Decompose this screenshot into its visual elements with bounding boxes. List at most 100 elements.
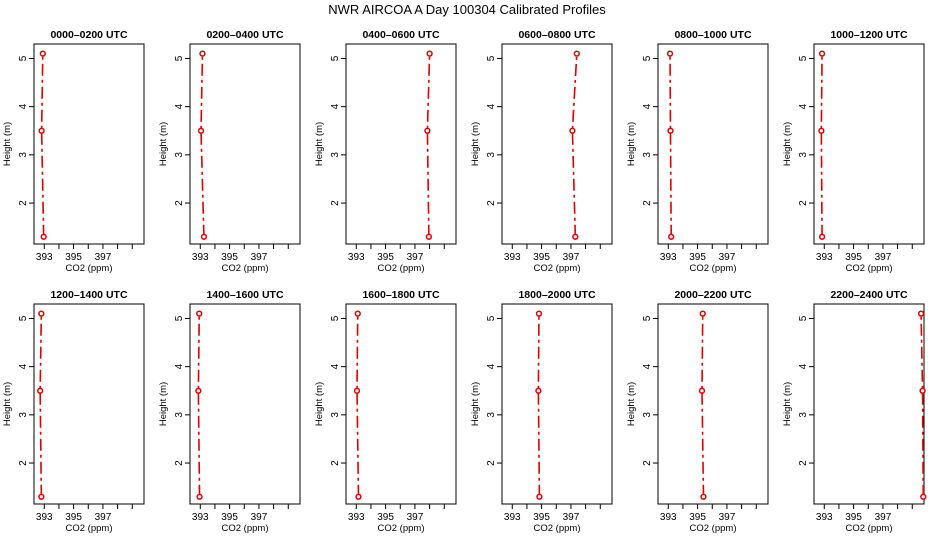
y-tick-label: 4: [18, 103, 29, 109]
y-axis-label: Height (m): [470, 382, 481, 426]
y-axis-label: Height (m): [158, 382, 169, 426]
x-axis-label: CO2 (ppm): [66, 263, 113, 274]
y-tick-label: 5: [798, 315, 809, 321]
y-axis-label: Height (m): [782, 122, 793, 166]
profile-point: [199, 50, 206, 57]
profile-panel-12: 2200–2400 UTC 393 395 397 2 3 4 5 CO2 (ppm) Heigh…: [782, 289, 927, 534]
y-axis-label: Height (m): [2, 382, 13, 426]
x-tick-label: 393: [348, 252, 365, 263]
x-tick-label: 393: [504, 512, 521, 523]
x-axis-label: CO2 (ppm): [222, 263, 269, 274]
panel-frame: [501, 303, 613, 505]
y-tick-label: 2: [486, 200, 497, 206]
x-tick-label: 395: [689, 512, 706, 523]
profile-point: [195, 387, 202, 394]
x-tick-label: 397: [251, 512, 268, 523]
profile-point: [818, 233, 826, 240]
x-tick-label: 395: [65, 252, 82, 263]
y-tick-label: 3: [486, 152, 497, 158]
x-axis-label: CO2 (ppm): [534, 523, 581, 534]
panel-frame: [501, 43, 613, 245]
profile-point: [38, 310, 45, 317]
profile-point: [818, 50, 826, 57]
y-tick-label: 4: [18, 363, 29, 369]
y-tick-label: 2: [18, 460, 29, 466]
x-tick-label: 397: [95, 252, 112, 263]
x-tick-label: 395: [689, 252, 706, 263]
panel-title: 1000–1200 UTC: [830, 29, 907, 41]
panel-frame: [33, 303, 145, 505]
x-tick-label: 393: [36, 252, 53, 263]
profile-panel-5: 0800–1000 UTC 393 395 397 2 3 4 5 CO2 (ppm) Heigh…: [626, 29, 769, 274]
profile-panel-11: 2000–2200 UTC 393 395 397 2 3 4 5 CO2 (ppm) Heigh…: [626, 289, 769, 534]
profile-point: [196, 493, 203, 500]
profile-point: [667, 127, 674, 134]
profile-point: [355, 493, 362, 500]
panel-frame: [345, 303, 457, 505]
profile-point: [699, 310, 706, 317]
x-tick-label: 395: [221, 252, 238, 263]
y-tick-label: 4: [330, 363, 341, 369]
profile-panel-4: 0600–0800 UTC 393 395 397 2 3 4 5 CO2 (ppm) Heigh…: [470, 29, 613, 274]
y-tick-label: 2: [486, 460, 497, 466]
panel-frame: [345, 43, 457, 245]
panel-frame: [189, 43, 301, 245]
x-tick-label: 393: [192, 512, 209, 523]
profile-line: [356, 313, 360, 497]
y-tick-label: 4: [174, 363, 185, 369]
x-tick-label: 393: [816, 252, 833, 263]
profile-panel-2: 0200–0400 UTC 393 395 397 2 3 4 5 CO2 (ppm) Heigh…: [158, 29, 301, 274]
profile-line: [39, 313, 43, 497]
x-tick-label: 397: [875, 252, 892, 263]
y-tick-label: 5: [18, 55, 29, 61]
profile-panel-6: 1000–1200 UTC 393 395 397 2 3 4 5 CO2 (ppm) Heigh…: [782, 29, 925, 274]
panel-title: 1600–1800 UTC: [362, 289, 439, 301]
panel-frame: [813, 43, 925, 245]
profile-point: [353, 387, 361, 394]
profile-line: [701, 313, 705, 497]
y-tick-label: 3: [174, 412, 185, 418]
x-axis-label: CO2 (ppm): [690, 523, 737, 534]
y-tick-label: 5: [642, 55, 653, 61]
panel-title: 1400–1600 UTC: [206, 289, 283, 301]
y-tick-label: 5: [330, 315, 341, 321]
profile-point: [197, 127, 205, 134]
y-tick-label: 5: [330, 55, 341, 61]
y-tick-label: 2: [642, 460, 653, 466]
profile-point: [572, 233, 579, 240]
panel-title: 0800–1000 UTC: [674, 29, 751, 41]
y-tick-label: 4: [798, 103, 809, 109]
x-tick-label: 395: [377, 512, 394, 523]
profile-line: [537, 313, 541, 497]
profile-panel-9: 1600–1800 UTC 393 395 397 2 3 4 5 CO2 (ppm) Heigh…: [314, 289, 457, 534]
profile-point: [426, 50, 433, 57]
y-axis-label: Height (m): [470, 122, 481, 166]
profile-point: [700, 493, 707, 500]
x-tick-label: 393: [504, 252, 521, 263]
y-tick-label: 3: [330, 152, 341, 158]
profile-line: [197, 313, 201, 497]
panel-title: 1800–2000 UTC: [518, 289, 595, 301]
y-tick-label: 2: [174, 200, 185, 206]
x-tick-label: 397: [563, 252, 580, 263]
panel-title: 2000–2200 UTC: [674, 289, 751, 301]
y-tick-label: 3: [798, 412, 809, 418]
profile-point: [698, 387, 706, 394]
profile-point: [535, 387, 542, 394]
profile-point: [424, 127, 431, 134]
profile-point: [919, 387, 926, 394]
panel-title: 0200–0400 UTC: [206, 29, 283, 41]
y-tick-label: 5: [174, 315, 185, 321]
x-axis-label: CO2 (ppm): [690, 263, 737, 274]
y-tick-label: 2: [798, 460, 809, 466]
x-axis-label: CO2 (ppm): [378, 523, 425, 534]
x-axis-label: CO2 (ppm): [378, 263, 425, 274]
profile-point: [535, 310, 543, 317]
y-axis-label: Height (m): [626, 382, 637, 426]
x-tick-label: 397: [251, 252, 268, 263]
x-axis-label: CO2 (ppm): [534, 263, 581, 274]
panel-frame: [657, 43, 769, 245]
y-tick-label: 4: [642, 363, 653, 369]
x-tick-label: 397: [407, 252, 424, 263]
